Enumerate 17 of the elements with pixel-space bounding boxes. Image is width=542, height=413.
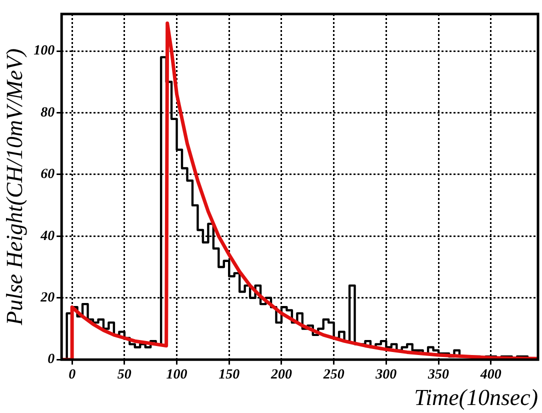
y-tick-label: 0 bbox=[48, 352, 55, 368]
y-tick-label: 40 bbox=[40, 228, 55, 244]
y-tick-label: 80 bbox=[40, 105, 55, 120]
y-axis-title: Pulse Height(CH/10mV/MeV) bbox=[2, 48, 27, 326]
x-tick-label: 400 bbox=[479, 368, 502, 383]
x-tick-label: 150 bbox=[218, 368, 240, 383]
x-tick-label: 0 bbox=[68, 368, 76, 383]
x-tick-label: 300 bbox=[374, 368, 397, 383]
y-tick-label: 100 bbox=[34, 44, 55, 59]
x-axis-title: Time(10nsec) bbox=[414, 385, 538, 410]
x-tick-label: 250 bbox=[322, 368, 344, 383]
x-tick-label: 350 bbox=[427, 368, 450, 383]
y-tick-label: 60 bbox=[40, 167, 55, 182]
x-tick-label: 100 bbox=[166, 368, 188, 383]
x-tick-label: 200 bbox=[270, 368, 292, 383]
x-tick-label: 50 bbox=[117, 368, 132, 383]
y-tick-label: 20 bbox=[40, 290, 55, 306]
